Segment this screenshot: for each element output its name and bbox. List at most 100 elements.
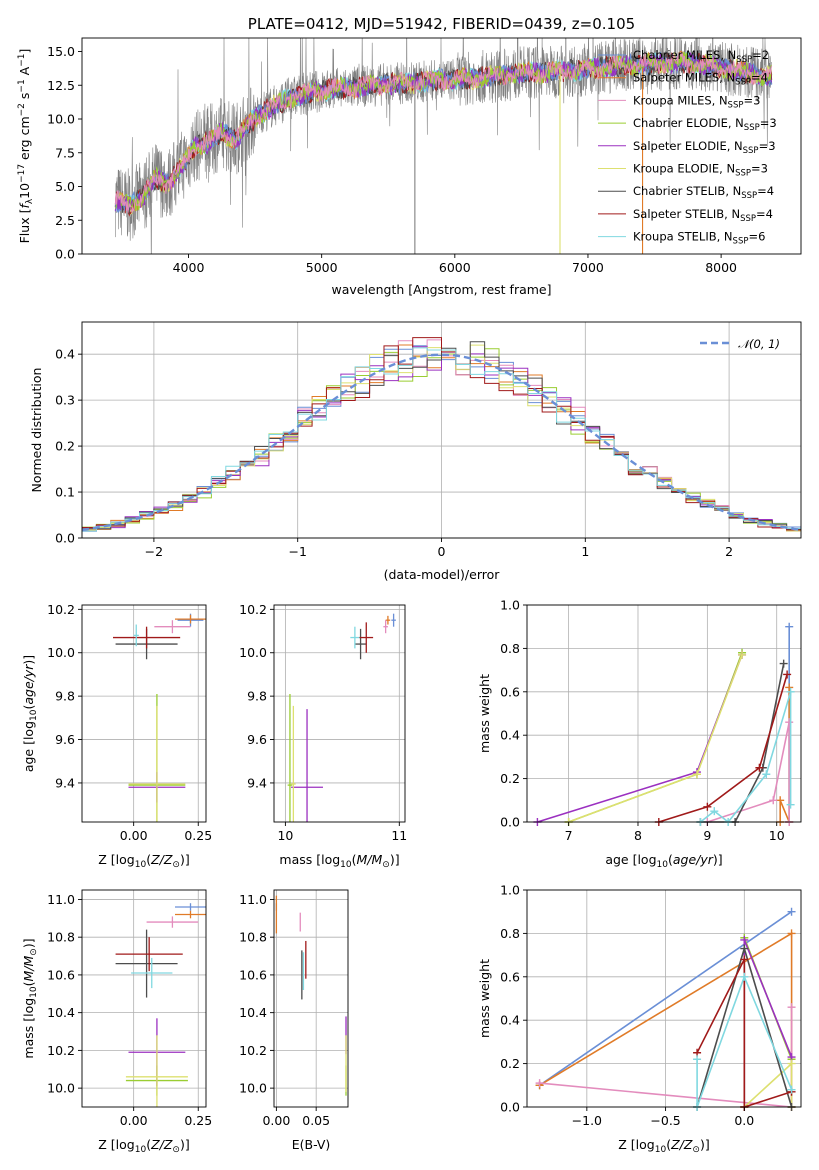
errorbar-salpeter_miles <box>385 615 391 625</box>
series-line <box>539 911 793 1086</box>
y-tick-label: 0.2 <box>55 439 75 454</box>
x-tick-label: 0.00 <box>120 828 148 843</box>
y-tick-label: 15.0 <box>47 44 75 59</box>
x-tick-label: 11 <box>391 828 407 843</box>
chart-title: PLATE=0412, MJD=51942, FIBERID=0439, z=0… <box>248 15 635 33</box>
x-tick-label: −1.0 <box>572 1113 602 1128</box>
label-part: 10 <box>17 183 32 199</box>
errorbar-chabrier_elodie <box>287 693 293 822</box>
series-line <box>568 652 743 823</box>
legend-entry: 𝒩(0, 1) <box>738 337 780 351</box>
y-axis-label: mass weight <box>477 959 492 1038</box>
series-marker <box>535 1079 544 1088</box>
label-part: Z [log <box>98 852 134 867</box>
panel-age_vs_Z: 0.00 0.259.49.69.810.010.2Z [log10(Z/Z⊙)]… <box>21 602 212 870</box>
errorbar-salpeter_elodie <box>291 709 323 822</box>
y-tick-label: 5.0 <box>55 179 75 194</box>
y-tick-label: 0.6 <box>500 969 520 984</box>
legend-sub: SSP <box>736 55 752 65</box>
panel-mass_vs_ebv: 0.00 0.05 10.0 10.2 10.4 10.6 10.8 11.0 E(B-V) <box>239 889 349 1152</box>
histograms <box>82 337 801 532</box>
y-tick-label: 10.6 <box>239 967 267 982</box>
y-tick-label: 10.2 <box>47 602 75 617</box>
spectrum-lines <box>114 38 773 254</box>
y-tick-label: 10.0 <box>47 1081 75 1096</box>
x-tick-label: 8000 <box>705 260 737 275</box>
axes-frame <box>81 604 207 823</box>
y-axis-label: Flux [fλ10−17 erg cm−2 s−1 A−1] <box>17 49 35 244</box>
label-part: s <box>17 93 32 104</box>
errorbar-kroupa_elodie <box>291 705 296 822</box>
label-part: )] <box>700 1137 710 1152</box>
legend-text: Chabrier STELIB, N <box>633 184 741 198</box>
y-tick-label: 10.0 <box>47 645 75 660</box>
label-part: 10 <box>655 1145 667 1155</box>
series-marker <box>762 770 771 779</box>
x-axis-label: Z [log10(Z/Z⊙)] <box>98 1137 189 1155</box>
series-chabrier_stelib <box>696 659 788 826</box>
axes-frame <box>526 604 802 823</box>
legend-entry: Salpeter MILES, NSSP=4 <box>633 71 768 88</box>
y-tick-label: 12.5 <box>47 78 75 93</box>
series-marker <box>785 622 794 631</box>
label-part: )] <box>713 852 723 867</box>
y-tick-label: 10.4 <box>47 1005 75 1020</box>
errorbar-chabrier_stelib <box>354 628 367 660</box>
legend-text: Chabrier ELODIE, N <box>633 116 744 130</box>
series-marker <box>738 650 747 659</box>
x-tick-label: 0.25 <box>184 828 212 843</box>
x-tick-label: −0.5 <box>650 1113 680 1128</box>
errorbar-kroupa_elodie <box>128 705 186 822</box>
label-part: 10 <box>29 986 39 998</box>
x-tick-label: 7000 <box>572 260 604 275</box>
axes-frame <box>81 889 207 1108</box>
label-part: ( <box>21 705 36 710</box>
y-tick-label: 10.2 <box>239 602 267 617</box>
y-tick-label: 0.0 <box>500 815 520 830</box>
legend-eq: =4 <box>751 71 768 85</box>
y-tick-label: 10.8 <box>239 930 267 945</box>
label-part: )] <box>180 1137 190 1152</box>
label-part: Z [log <box>98 1137 134 1152</box>
series-marker <box>786 800 795 809</box>
label-part: ] <box>17 49 32 54</box>
series-line <box>779 687 790 823</box>
legend-eq: =3 <box>759 139 776 153</box>
y-tick-label: 10.0 <box>239 645 267 660</box>
series-marker <box>787 1003 796 1012</box>
series-marker <box>787 1085 796 1094</box>
legend-eq: =3 <box>760 116 777 130</box>
series-chabrier_elodie <box>564 648 747 826</box>
label-part: mass [log <box>279 852 340 867</box>
label-part: 10 <box>29 709 39 721</box>
label-part: Z/Z <box>150 852 173 867</box>
errorbars <box>275 895 347 1096</box>
x-tick-label: 10 <box>769 828 785 843</box>
label-part: ⊙ <box>382 860 390 870</box>
series-marker <box>740 935 749 944</box>
label-part: mass [log <box>21 998 36 1059</box>
y-tick-label: 11.0 <box>47 892 75 907</box>
y-tick-label: 0.4 <box>500 1013 520 1028</box>
series-kroupa_elodie <box>740 1059 796 1111</box>
label-part: ⊙ <box>172 1145 180 1155</box>
y-axis-label: mass weight <box>477 674 492 753</box>
series-marker <box>740 972 749 981</box>
panel-spectrum: PLATE=0412, MJD=51942, FIBERID=0439, z=0… <box>17 15 802 297</box>
legend-entry: Kroupa ELODIE, NSSP=3 <box>633 162 768 179</box>
errorbar-salpeter_stelib <box>359 622 374 653</box>
y-tick-label: 1.0 <box>500 883 520 898</box>
y-tick-label: 0.2 <box>500 1056 520 1071</box>
legend-sub: SSP <box>741 191 757 201</box>
legend-entry: Salpeter ELODIE, NSSP=3 <box>633 139 776 156</box>
legend-sub: SSP <box>728 100 744 110</box>
x-tick-label: 6000 <box>439 260 471 275</box>
y-tick-label: 0.0 <box>55 247 75 262</box>
y-tick-label: 9.8 <box>55 689 75 704</box>
y-tick-label: 10.0 <box>239 1081 267 1096</box>
y-tick-label: 0.6 <box>500 684 520 699</box>
weight-lines <box>533 622 795 826</box>
model-kroupa_miles <box>114 51 773 214</box>
